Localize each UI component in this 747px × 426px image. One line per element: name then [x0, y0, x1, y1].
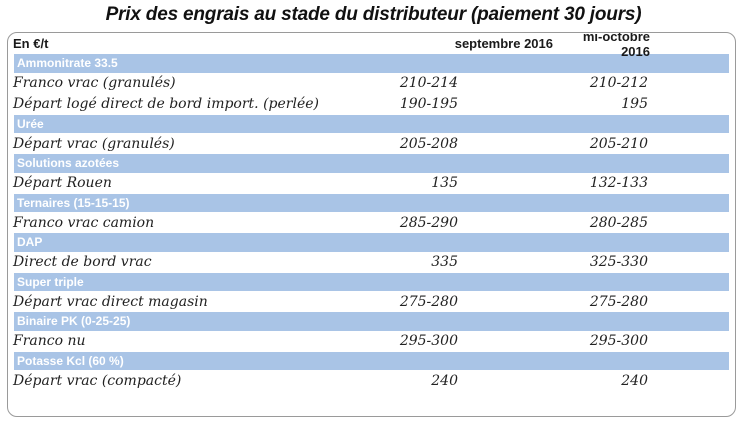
- september-value: 135: [431, 175, 458, 191]
- row-label: Franco nu: [13, 333, 86, 349]
- table-row: Départ vrac direct magasin 275-280 275-2…: [8, 291, 735, 312]
- section-header: Binaire PK (0-25-25): [14, 312, 729, 331]
- september-value: 210-214: [399, 75, 458, 91]
- row-label: Direct de bord vrac: [13, 254, 152, 270]
- october-value: 280-285: [589, 214, 648, 231]
- section-header: Solutions azotées: [14, 154, 729, 173]
- october-value: 195: [621, 96, 648, 112]
- row-label: Départ vrac direct magasin: [13, 293, 208, 310]
- section-header: Ammonitrate 33.5: [14, 54, 729, 73]
- october-value: 240: [621, 372, 648, 389]
- september-value: 285-290: [399, 214, 458, 231]
- table-row: Départ vrac (compacté) 240 240: [8, 370, 735, 391]
- table-row: Départ logé direct de bord import. (perl…: [8, 94, 735, 115]
- october-header: mi-octobre 2016: [582, 32, 650, 59]
- row-label: Départ vrac (compacté): [13, 372, 182, 389]
- october-value: 205-210: [589, 135, 648, 152]
- september-value: 190-195: [399, 96, 458, 112]
- september-value: 335: [431, 254, 458, 270]
- september-value: 295-300: [399, 333, 458, 349]
- row-label: Départ Rouen: [13, 175, 112, 191]
- table-row: Franco vrac camion 285-290 280-285: [8, 212, 735, 233]
- table-row: Franco vrac (granulés) 210-214 210-212: [8, 73, 735, 94]
- october-value: 325-330: [589, 254, 648, 270]
- table-row: Franco nu 295-300 295-300: [8, 331, 735, 352]
- september-value: 240: [431, 372, 458, 389]
- september-header: septembre 2016: [454, 36, 553, 51]
- october-value: 210-212: [589, 75, 648, 91]
- table-row: Départ vrac (granulés) 205-208 205-210: [8, 133, 735, 154]
- september-value: 205-208: [399, 135, 458, 152]
- table-title: Prix des engrais au stade du distributeu…: [105, 4, 642, 25]
- unit-header: En €/t: [13, 36, 49, 51]
- section-header: DAP: [14, 233, 729, 252]
- september-value: 275-280: [399, 293, 458, 310]
- table-header: En €/t septembre 2016 mi-octobre 2016: [8, 33, 735, 59]
- price-table: En €/t septembre 2016 mi-octobre 2016 Am…: [7, 32, 736, 417]
- section-header: Urée: [14, 114, 729, 133]
- october-value: 132-133: [589, 175, 648, 191]
- table-row: Direct de bord vrac 335 325-330: [8, 252, 735, 273]
- october-value: 295-300: [589, 333, 648, 349]
- row-label: Franco vrac camion: [13, 214, 155, 231]
- section-header: Super triple: [14, 272, 729, 291]
- table-row: Départ Rouen 135 132-133: [8, 173, 735, 194]
- row-label: Départ vrac (granulés): [13, 135, 175, 152]
- section-header: Potasse Kcl (60 %): [14, 351, 729, 370]
- section-header: Ternaires (15-15-15): [14, 193, 729, 212]
- october-value: 275-280: [589, 293, 648, 310]
- row-label: Franco vrac (granulés): [13, 75, 176, 91]
- row-label: Départ logé direct de bord import. (perl…: [13, 96, 319, 112]
